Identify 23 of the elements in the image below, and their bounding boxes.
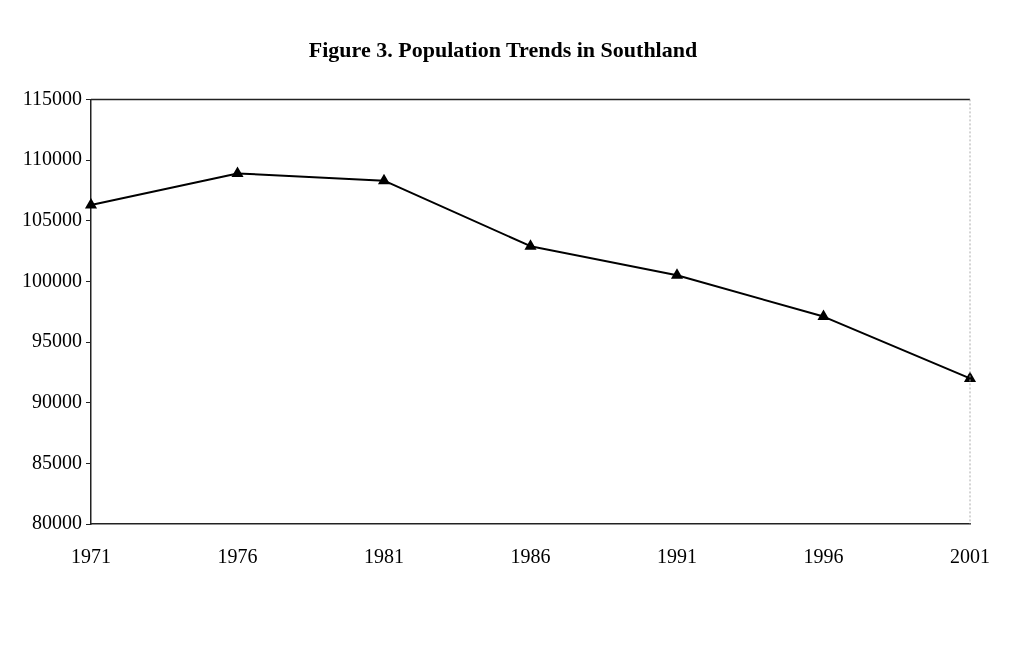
x-tick-label: 2001 [950,545,990,568]
x-tick-label: 1996 [803,545,844,568]
chart-title: Figure 3. Population Trends in Southland [308,36,698,62]
point [964,372,976,382]
x-tick-label: 1971 [71,545,111,568]
point [671,269,683,279]
x-tick-label: 1976 [217,545,258,568]
y-tick-label: 110000 [22,147,82,170]
y-tick-label: 100000 [22,268,82,291]
x-tick-label: 1986 [510,545,551,568]
point [378,174,390,185]
x-tick-label: 1981 [364,545,404,568]
y-tick-label: 85000 [32,450,82,473]
point [818,310,829,321]
point [525,240,536,250]
y-tick-label: 90000 [32,389,82,412]
y-tick-label: 105000 [22,207,82,230]
point [85,198,97,209]
y-tick-label: 95000 [32,329,82,352]
y-tick-label: 115000 [22,86,82,109]
point [232,167,243,177]
y-tick-label: 80000 [32,511,82,534]
x-tick-label: 1991 [657,545,697,568]
